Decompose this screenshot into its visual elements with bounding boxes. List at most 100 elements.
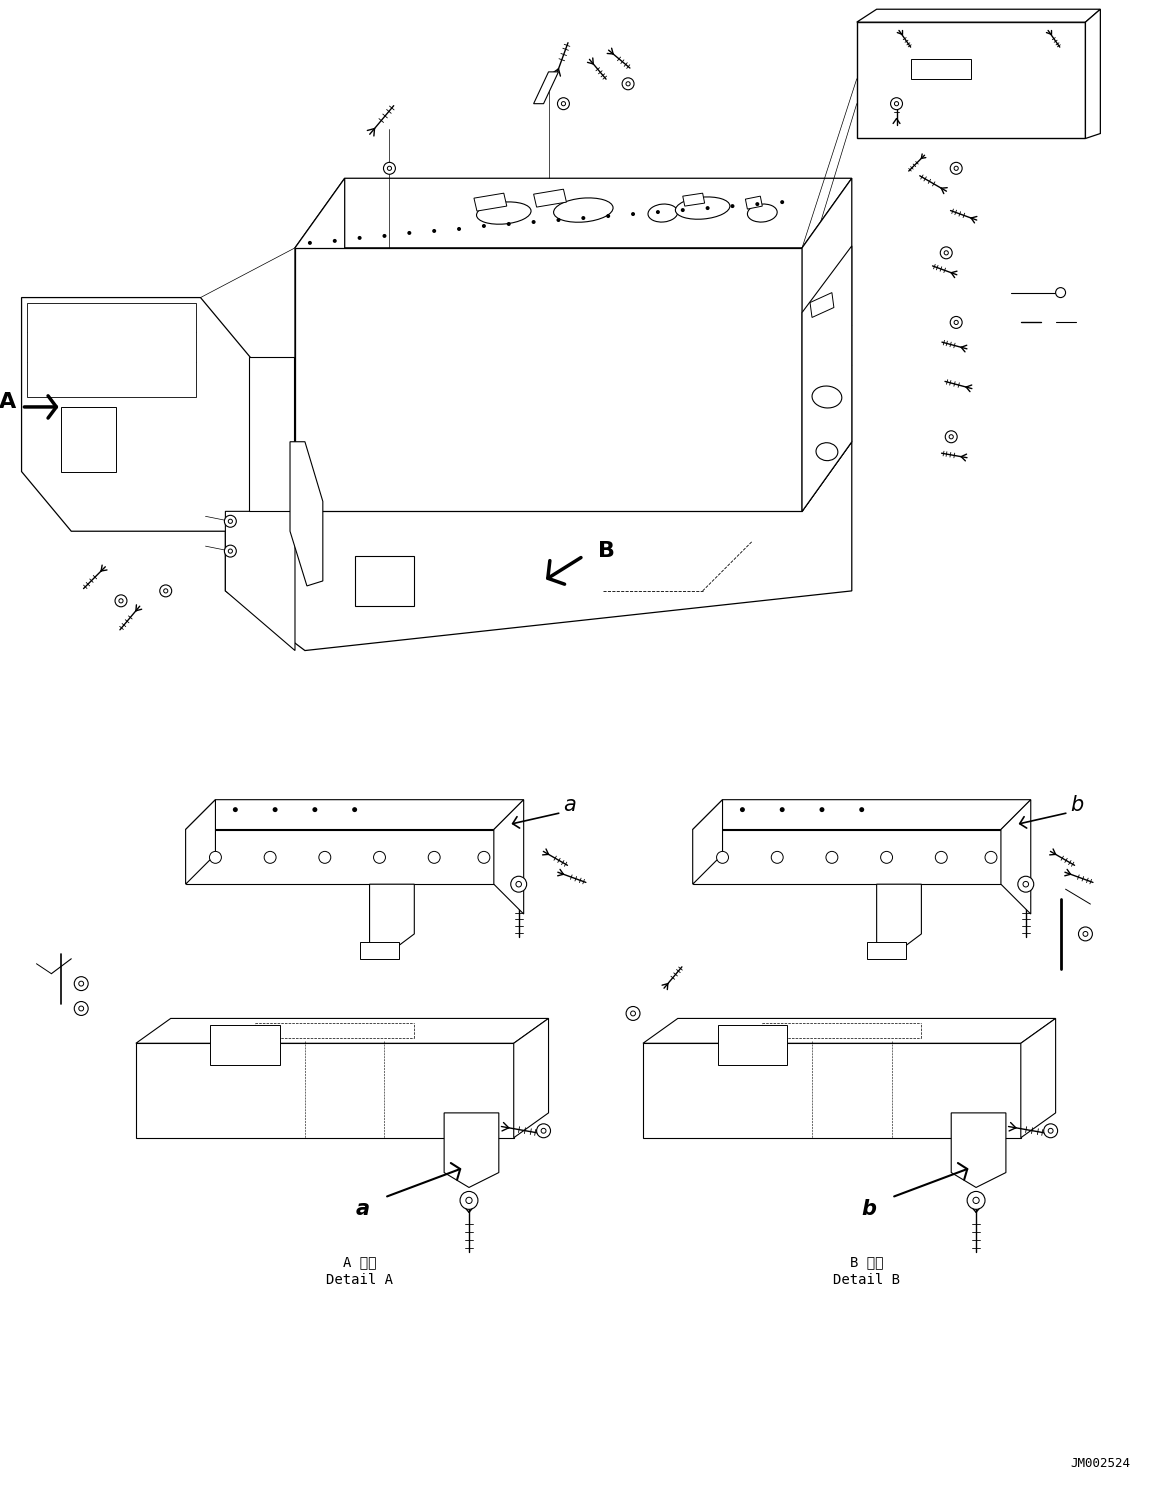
Ellipse shape bbox=[816, 443, 837, 460]
Polygon shape bbox=[359, 942, 399, 958]
Polygon shape bbox=[877, 884, 921, 949]
Circle shape bbox=[224, 545, 236, 557]
Circle shape bbox=[407, 231, 412, 235]
Polygon shape bbox=[186, 800, 215, 884]
Circle shape bbox=[1083, 931, 1087, 936]
Circle shape bbox=[557, 98, 570, 110]
Ellipse shape bbox=[477, 203, 531, 224]
Ellipse shape bbox=[554, 198, 613, 222]
Circle shape bbox=[935, 851, 947, 863]
Circle shape bbox=[582, 216, 585, 221]
Polygon shape bbox=[444, 1113, 499, 1188]
Circle shape bbox=[228, 519, 233, 523]
Ellipse shape bbox=[748, 204, 777, 222]
Circle shape bbox=[940, 247, 952, 259]
Circle shape bbox=[562, 101, 565, 106]
Circle shape bbox=[228, 548, 233, 553]
Polygon shape bbox=[643, 1019, 1056, 1043]
Circle shape bbox=[209, 851, 221, 863]
Circle shape bbox=[531, 221, 536, 223]
Polygon shape bbox=[693, 800, 722, 884]
Text: Detail A: Detail A bbox=[326, 1272, 393, 1287]
Text: B 詳細: B 詳細 bbox=[850, 1255, 884, 1269]
Polygon shape bbox=[745, 197, 762, 209]
Bar bbox=[355, 556, 414, 606]
Circle shape bbox=[333, 238, 337, 243]
Circle shape bbox=[985, 851, 997, 863]
Polygon shape bbox=[857, 9, 1100, 22]
Circle shape bbox=[859, 808, 864, 812]
Ellipse shape bbox=[812, 386, 842, 408]
Circle shape bbox=[630, 1012, 635, 1016]
Text: A: A bbox=[0, 392, 16, 411]
Circle shape bbox=[706, 206, 709, 210]
Circle shape bbox=[606, 215, 611, 218]
Text: a: a bbox=[563, 794, 576, 815]
Circle shape bbox=[164, 589, 167, 593]
Circle shape bbox=[115, 595, 127, 606]
Polygon shape bbox=[290, 441, 323, 586]
Circle shape bbox=[894, 101, 899, 106]
Circle shape bbox=[973, 1198, 979, 1204]
Circle shape bbox=[264, 851, 276, 863]
Circle shape bbox=[780, 200, 784, 204]
Text: B: B bbox=[598, 541, 615, 562]
Polygon shape bbox=[643, 1043, 1021, 1138]
Circle shape bbox=[716, 851, 728, 863]
Polygon shape bbox=[809, 292, 834, 317]
Circle shape bbox=[730, 204, 735, 209]
Polygon shape bbox=[295, 247, 802, 511]
Polygon shape bbox=[951, 1113, 1006, 1188]
Circle shape bbox=[740, 808, 745, 812]
Polygon shape bbox=[683, 194, 705, 206]
Polygon shape bbox=[27, 302, 195, 396]
Circle shape bbox=[1018, 876, 1034, 893]
Circle shape bbox=[968, 1192, 985, 1210]
Polygon shape bbox=[249, 358, 294, 511]
Polygon shape bbox=[295, 179, 344, 511]
Circle shape bbox=[74, 976, 88, 991]
Polygon shape bbox=[693, 830, 1001, 884]
Circle shape bbox=[373, 851, 385, 863]
Circle shape bbox=[119, 599, 123, 603]
Circle shape bbox=[541, 1128, 545, 1134]
Text: b: b bbox=[1070, 794, 1084, 815]
Circle shape bbox=[319, 851, 330, 863]
Circle shape bbox=[383, 234, 386, 238]
Text: JM002524: JM002524 bbox=[1070, 1457, 1130, 1471]
Circle shape bbox=[159, 586, 172, 597]
Polygon shape bbox=[226, 441, 851, 651]
Circle shape bbox=[511, 876, 527, 893]
Circle shape bbox=[946, 431, 957, 443]
Circle shape bbox=[771, 851, 783, 863]
Polygon shape bbox=[475, 194, 507, 212]
Polygon shape bbox=[370, 884, 414, 949]
Circle shape bbox=[556, 218, 561, 222]
Ellipse shape bbox=[648, 204, 678, 222]
Polygon shape bbox=[494, 800, 523, 913]
Circle shape bbox=[954, 320, 958, 325]
Circle shape bbox=[891, 98, 902, 110]
Circle shape bbox=[1048, 1128, 1053, 1134]
Polygon shape bbox=[186, 800, 523, 830]
Polygon shape bbox=[802, 246, 851, 511]
Polygon shape bbox=[1001, 800, 1030, 913]
Circle shape bbox=[949, 435, 954, 440]
Polygon shape bbox=[136, 1019, 549, 1043]
Circle shape bbox=[1056, 288, 1065, 298]
Circle shape bbox=[820, 808, 825, 812]
Circle shape bbox=[950, 316, 962, 328]
Circle shape bbox=[626, 82, 630, 86]
Circle shape bbox=[461, 1192, 478, 1210]
Polygon shape bbox=[226, 511, 295, 651]
Text: Detail B: Detail B bbox=[833, 1272, 900, 1287]
Circle shape bbox=[74, 1001, 88, 1016]
Bar bbox=[62, 407, 116, 471]
Polygon shape bbox=[534, 189, 566, 207]
Circle shape bbox=[308, 241, 312, 244]
Circle shape bbox=[626, 1007, 640, 1021]
Circle shape bbox=[954, 167, 958, 170]
Polygon shape bbox=[22, 298, 250, 532]
Circle shape bbox=[1043, 1123, 1057, 1138]
Circle shape bbox=[433, 229, 436, 232]
